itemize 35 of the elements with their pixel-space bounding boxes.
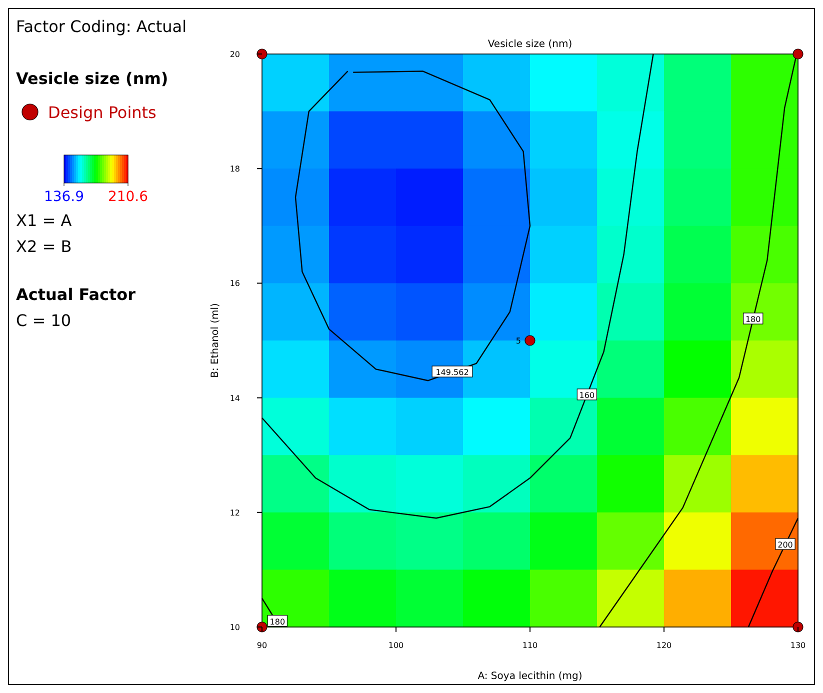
x-tick-label: 100	[388, 641, 404, 650]
y-tick-label: 16	[230, 279, 240, 288]
x-tick-label: 130	[790, 641, 806, 650]
series-label: 200	[778, 540, 793, 550]
y-tick-label: 20	[230, 50, 240, 59]
legend-label: Design Points	[48, 103, 156, 122]
series-label: 149.562	[436, 368, 469, 378]
y-tick-label: 14	[230, 394, 240, 403]
point	[792, 48, 804, 60]
color-bar-label: 210.6	[108, 189, 148, 205]
point	[524, 335, 536, 346]
y-tick-label: 18	[230, 164, 240, 174]
y-tick-label: 10	[230, 623, 240, 632]
color-bar-label: 136.9	[44, 189, 84, 205]
line-series	[294, 70, 531, 382]
y-tick-label: 12	[230, 508, 240, 518]
chart-title: Vesicle size (nm)	[488, 39, 572, 50]
x-axis-title: A: Soya lecithin (mg)	[478, 671, 582, 682]
point	[792, 622, 804, 632]
legend-title: Vesicle size (nm)	[16, 69, 168, 88]
text: X1 = A	[16, 211, 72, 230]
point	[256, 622, 268, 632]
text: X2 = B	[16, 237, 72, 256]
text: Actual Factor	[16, 285, 136, 304]
text: C = 10	[16, 311, 72, 330]
point	[256, 48, 268, 60]
annotation: 5	[516, 336, 521, 346]
text: Factor Coding: Actual	[16, 17, 187, 36]
x-tick-label: 90	[256, 641, 268, 650]
text: 180	[745, 315, 761, 324]
x-tick-label: 110	[522, 641, 538, 650]
x-tick-label: 120	[656, 641, 672, 650]
series-label: 160	[579, 390, 595, 400]
legend-label: 180	[270, 617, 286, 626]
y-axis-title: B: Ethanol (ml)	[210, 302, 221, 378]
